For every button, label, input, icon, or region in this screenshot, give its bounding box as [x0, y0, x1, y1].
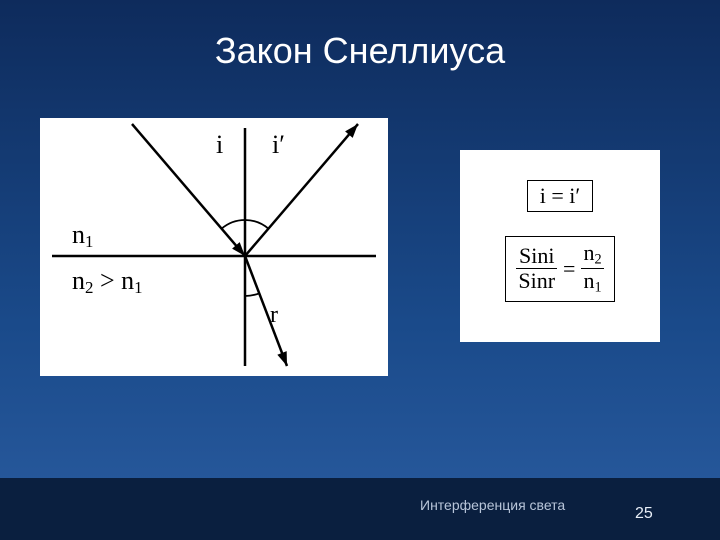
- medium-n2-label: n2 > n1: [72, 266, 143, 298]
- angle-i-label: i: [216, 130, 223, 160]
- snell-lhs-den: Sinr: [516, 269, 557, 293]
- footer-text: Интерференция света: [420, 497, 565, 513]
- slide-title: Закон Снеллиуса: [0, 30, 720, 72]
- page-number: 25: [635, 505, 653, 523]
- diagram-panel: i i′ n1 n2 > n1 r: [40, 118, 388, 376]
- formula-panel: i = i′ Sini Sinr = n2 n1: [460, 150, 660, 342]
- medium-n1-label: n1: [72, 220, 93, 252]
- equals-sign: =: [563, 256, 575, 282]
- snell-rhs-den: n1: [581, 269, 603, 296]
- snell-rhs-num: n2: [581, 241, 603, 269]
- snell-law-box: Sini Sinr = n2 n1: [505, 236, 614, 302]
- snell-rhs-fraction: n2 n1: [581, 241, 603, 297]
- angle-iprime-label: i′: [272, 130, 285, 160]
- snell-lhs-fraction: Sini Sinr: [516, 244, 557, 293]
- snell-lhs-num: Sini: [516, 244, 557, 269]
- footer-bar: [0, 478, 720, 540]
- reflection-law-box: i = i′: [527, 180, 593, 212]
- angle-r-label: r: [270, 302, 278, 329]
